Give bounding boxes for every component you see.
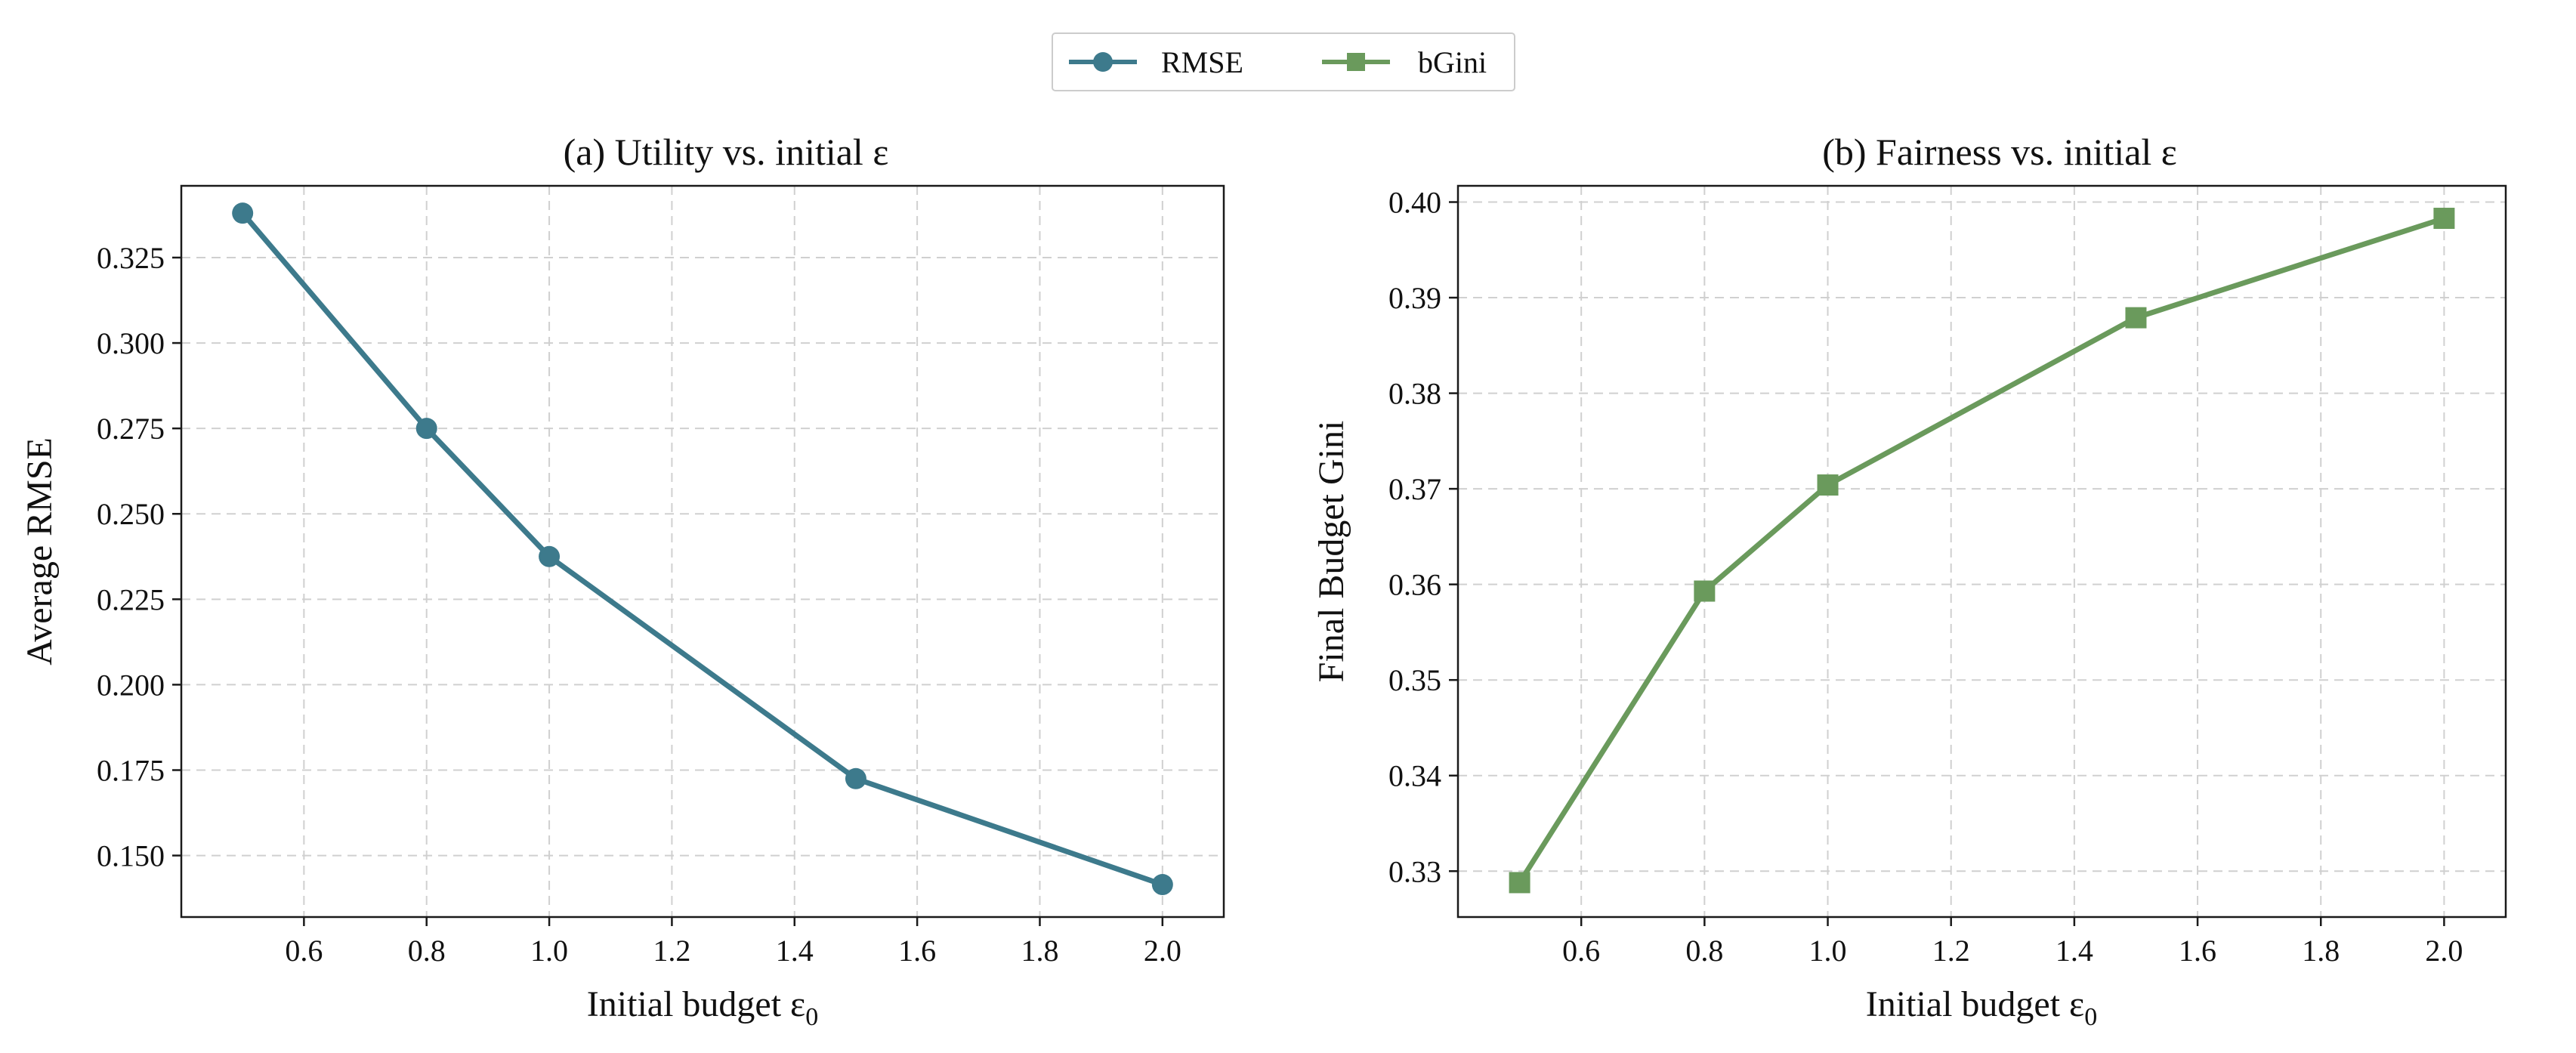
y-tick-label: 0.37	[1388, 472, 1441, 506]
x-tick-label: 1.2	[653, 934, 690, 968]
x-axis-label: Initial budget ε0	[587, 984, 818, 1031]
chart-title: (b) Fairness vs. initial ε	[1822, 131, 2177, 173]
y-axis-label: Average RMSE	[20, 437, 60, 665]
legend-marker-rmse	[1093, 52, 1113, 72]
x-tick-label: 1.8	[1021, 934, 1058, 968]
x-tick-label: 0.8	[1685, 934, 1723, 968]
x-tick-label: 1.4	[776, 934, 814, 968]
x-tick-label: 2.0	[1144, 934, 1181, 968]
y-tick-label: 0.225	[97, 582, 165, 616]
legend: RMSE bGini	[1052, 32, 1515, 91]
data-point	[2433, 208, 2455, 230]
data-point	[845, 767, 866, 789]
legend-label-bgini: bGini	[1418, 45, 1487, 79]
y-tick-label: 0.250	[97, 497, 165, 531]
y-axis-label: Final Budget Gini	[1311, 421, 1351, 683]
panel-fairness: (b) Fairness vs. initial ε 0.6 0.8 1.0 1.2 1…	[1311, 131, 2507, 1031]
panel-utility: (a) Utility vs. initial ε 0.6 0.8 1.0 1.2 1.…	[20, 131, 1225, 1031]
x-tick-label: 1.6	[898, 934, 936, 968]
y-tick-label: 0.325	[97, 241, 165, 275]
y-tick-label: 0.33	[1388, 854, 1441, 888]
y-tick-label: 0.35	[1388, 663, 1441, 697]
data-point	[1509, 872, 1530, 894]
x-tick-label: 1.2	[1932, 934, 1970, 968]
series-line-bgini	[1517, 215, 2445, 885]
y-tick-label: 0.36	[1388, 568, 1441, 602]
data-point	[1151, 874, 1173, 896]
data-point	[1817, 474, 1839, 496]
x-tick-label: 1.6	[2179, 934, 2216, 968]
legend-label-rmse: RMSE	[1161, 45, 1243, 79]
y-tick-label: 0.39	[1388, 281, 1441, 315]
y-tick-label: 0.40	[1388, 186, 1441, 220]
y-tick-label: 0.200	[97, 668, 165, 702]
y-tick-label: 0.300	[97, 326, 165, 360]
data-point	[539, 545, 561, 567]
chart-title: (a) Utility vs. initial ε	[564, 131, 889, 173]
x-tick-label: 0.6	[1562, 934, 1600, 968]
series-line-rmse	[240, 211, 1163, 888]
x-axis-label: Initial budget ε0	[1866, 984, 2097, 1031]
plot-frame	[1456, 184, 2507, 919]
legend-box	[1052, 32, 1515, 91]
legend-marker-bgini	[1347, 53, 1365, 71]
data-point	[1694, 580, 1716, 602]
data-point	[415, 418, 437, 440]
x-tick-label: 0.6	[285, 934, 323, 968]
data-point	[232, 202, 254, 224]
data-point	[2125, 307, 2147, 329]
y-tick-label: 0.175	[97, 753, 165, 787]
plot-frame	[180, 184, 1225, 919]
x-tick-label: 1.0	[1809, 934, 1847, 968]
x-tick-label: 2.0	[2425, 934, 2463, 968]
x-tick-label: 1.8	[2302, 934, 2340, 968]
x-tick-label: 1.4	[2056, 934, 2093, 968]
x-tick-label: 0.8	[408, 934, 446, 968]
x-tick-label: 1.0	[530, 934, 568, 968]
y-tick-label: 0.38	[1388, 377, 1441, 411]
y-tick-label: 0.34	[1388, 759, 1441, 793]
y-tick-label: 0.275	[97, 412, 165, 446]
y-tick-label: 0.150	[97, 839, 165, 873]
